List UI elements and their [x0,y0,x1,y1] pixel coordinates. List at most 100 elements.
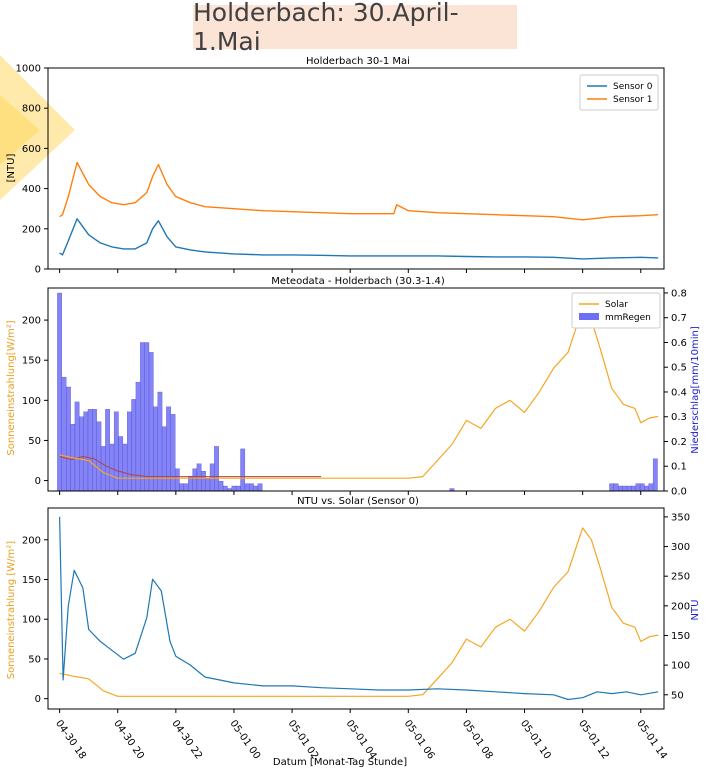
y-tick-label-right: 0.5 [671,363,687,374]
x-tick-label: 04-30 18 [53,718,88,761]
y-tick-label: 0 [35,476,41,487]
rain-bar [83,411,89,492]
legend: Solar mmRegen [571,292,661,329]
y-tick-label-right: 350 [671,512,690,523]
y-tick-label: 100 [22,615,41,626]
plot-frame [47,507,665,710]
rain-bar [205,478,211,492]
rain-bar [626,485,632,492]
rain-bar [196,463,202,492]
rain-bar [66,386,71,492]
yellow-corner-shape-2 [0,95,40,165]
rain-bar [192,468,198,492]
x-tick-label: 05-01 08 [460,718,495,761]
y-axis-label-left: Sonneneinstrahlung[W/m²] [6,320,17,455]
rain-bar [214,446,219,492]
rain-bar [222,485,228,492]
rain-bar [235,485,241,492]
rain-bar [648,483,654,492]
y-tick-label-right: 0.8 [671,288,687,299]
series-line-solar [59,307,659,479]
y-tick-label-right: 200 [671,601,690,612]
series-line-solar [59,527,659,697]
x-tick-label: 05-01 02 [285,718,320,761]
rain-bar [639,483,645,492]
x-tick-label: 04-30 20 [111,718,146,761]
legend-box [579,74,659,111]
legend: Sensor 0 Sensor 1 [579,74,659,111]
rain-bar [179,483,185,492]
rain-bar [161,426,167,492]
rain-bar [92,409,97,492]
rain-bar [148,352,154,492]
y-tick-label-right: 0.1 [671,462,687,473]
rain-bar [249,483,254,492]
y-tick-label-right: 300 [671,542,690,553]
y-tick-label-right: 0.0 [671,487,687,498]
plot-frame [47,67,665,270]
x-axis-label: Datum [Monat-Tag Stunde] [273,757,407,768]
rain-bar [122,443,128,492]
legend-swatch-mmregen [579,313,599,320]
y-axis-label-right: NTU [690,600,701,621]
y-tick-label: 0 [35,265,41,276]
series-line-ntu [59,516,659,701]
ntu-vs-solar-chart: NTU vs. Solar (Sensor 0) Sonneneinstrahl… [6,496,701,768]
rain-bar [644,485,649,492]
legend-label-solar: Solar [605,300,628,310]
rain-bar [61,376,67,492]
rain-bar [87,409,93,492]
x-tick-label: 05-01 04 [344,718,379,761]
y-tick-label-right: 0.4 [671,387,687,398]
y-tick-label: 1000 [16,64,41,75]
y-tick-label: 150 [22,356,41,367]
y-tick-label: 200 [22,224,41,235]
rain-bar [140,342,145,492]
rain-bar [618,485,623,492]
y-tick-label: 600 [22,144,41,155]
y-tick-label: 200 [22,535,41,546]
rain-bar [174,468,180,492]
legend-label-sensor-0: Sensor 0 [613,82,653,92]
y-axis-label-left: Sonneneinstrahlung [W/m²] [6,541,17,679]
yellow-corner-shape [0,55,75,200]
rain-bar [231,485,237,492]
y-tick-label-right: 250 [671,572,690,583]
rain-bar [622,485,628,492]
y-tick-label: 50 [28,436,41,447]
y-axis-label: [NTU] [6,154,17,183]
ntu-sensors-chart: Holderbach 30-1 Mai [NTU] 0 200 400 600 800 1… [6,56,665,276]
rain-bar [244,483,250,492]
rain-bar [613,483,619,492]
page-title: Holderbach: 30.April-1.Mai [193,0,459,56]
series-line-sensor-1 [59,161,659,221]
y-tick-label-right: 0.6 [671,338,687,349]
rain-bar [240,448,246,492]
x-tick-label: 05-01 00 [227,718,262,761]
rain-bar [79,416,84,492]
rain-bar [131,399,137,492]
y-axis-label-right: Niederschlag[mm/10min] [690,326,701,454]
rain-bar [57,292,62,492]
y-tick-label-right: 100 [671,661,690,672]
rain-bar [257,483,263,492]
rain-bar [218,480,224,492]
x-tick-label: 05-01 14 [634,718,669,761]
y-tick-label: 50 [28,654,41,665]
y-tick-label-right: 0.3 [671,412,687,423]
rain-bar [100,446,106,492]
series-line-mmregen [59,456,322,478]
x-tick-label: 05-01 06 [402,718,437,761]
chart-title: Meteodata - Holderbach (30.3-1.4) [271,276,445,287]
rain-bar [74,401,80,492]
x-tick-label: 05-01 10 [518,718,553,761]
series-line-sensor-0 [59,218,659,260]
rain-bar [652,458,658,492]
rain-bar [127,411,132,492]
meteodata-chart: Meteodata - Holderbach (30.3-1.4) Sonnen… [6,276,701,498]
rain-bar [170,414,176,492]
plot-frame [47,287,665,492]
rain-bar [209,463,215,492]
